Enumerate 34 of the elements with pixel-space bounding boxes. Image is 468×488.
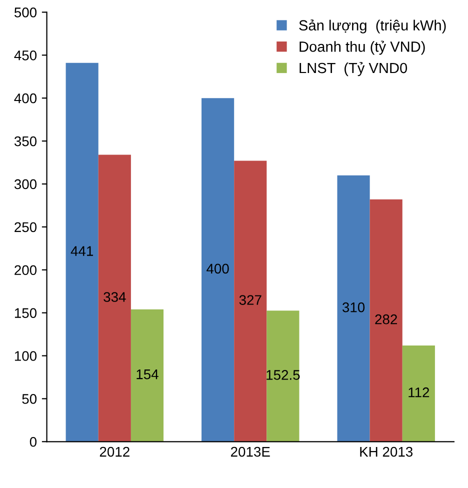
legend-label: LNST (Tỷ VND0 <box>300 62 408 76</box>
y-tick-label: 500 <box>14 8 37 18</box>
data-label: 400 <box>206 264 229 274</box>
data-label: 327 <box>239 295 262 305</box>
data-label: 334 <box>104 292 126 302</box>
bar <box>130 309 164 442</box>
bar <box>98 154 131 442</box>
x-tick-label: 2012 <box>100 446 130 457</box>
x-tick-label: 2013E <box>231 446 270 457</box>
y-tick-label: 150 <box>14 308 37 318</box>
y-tick-label: 350 <box>14 136 37 146</box>
legend-label: Sản lượng (triệu kWh) <box>299 19 446 34</box>
y-tick-label: 300 <box>14 179 37 190</box>
data-label: 441 <box>70 246 93 256</box>
y-tick-label: 200 <box>14 265 37 276</box>
legend-label: Doanh thu (tỷ VND) <box>300 40 425 55</box>
x-tick-label: KH 2013 <box>360 446 413 457</box>
bar <box>66 62 98 442</box>
y-tick-label: 0 <box>30 436 37 447</box>
bar <box>402 345 435 442</box>
y-tick-label: 250 <box>14 222 37 232</box>
data-label: 112 <box>408 387 430 398</box>
data-label: 310 <box>342 302 365 312</box>
data-label: 154 <box>136 370 158 380</box>
data-label: 282 <box>375 314 397 324</box>
bar <box>370 199 402 442</box>
y-tick-label: 100 <box>14 351 37 361</box>
bar <box>202 98 234 442</box>
y-tick-label: 400 <box>14 93 37 104</box>
bar <box>234 160 267 442</box>
bar <box>266 310 300 442</box>
bar <box>337 175 370 442</box>
y-tick-label: 450 <box>14 50 37 60</box>
y-tick-label: 50 <box>22 394 37 404</box>
